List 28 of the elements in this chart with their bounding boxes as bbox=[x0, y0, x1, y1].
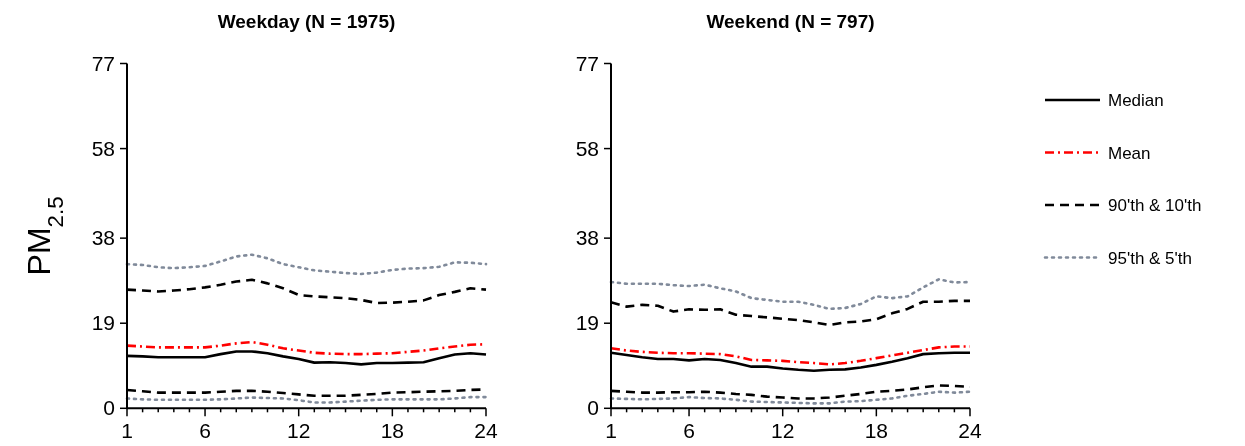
x-tick-label: 24 bbox=[958, 419, 982, 443]
y-tick-label: 58 bbox=[91, 136, 115, 160]
y-tick-label: 77 bbox=[575, 51, 599, 75]
x-tick-label: 1 bbox=[121, 419, 133, 443]
x-tick-label: 12 bbox=[287, 419, 311, 443]
x-tick-label: 6 bbox=[683, 419, 695, 443]
legend-label: 95'th & 5'th bbox=[1108, 248, 1192, 268]
x-tick-label: 6 bbox=[199, 419, 211, 443]
legend-label: 90'th & 10'th bbox=[1108, 196, 1202, 215]
y-tick-label: 38 bbox=[91, 226, 115, 250]
y-tick-label: 0 bbox=[587, 396, 599, 420]
x-tick-label: 24 bbox=[474, 419, 498, 443]
y-tick-label: 0 bbox=[103, 396, 115, 420]
x-tick-label: 18 bbox=[864, 419, 889, 443]
legend-label: Median bbox=[1108, 91, 1164, 110]
x-tick-label: 12 bbox=[771, 419, 795, 443]
legend-label: Mean bbox=[1108, 143, 1151, 163]
chart-title: Weekend (N = 797) bbox=[706, 11, 875, 32]
y-tick-label: 77 bbox=[91, 51, 115, 75]
y-tick-label: 38 bbox=[575, 226, 599, 250]
y-tick-label: 58 bbox=[575, 136, 599, 160]
x-tick-label: 1 bbox=[605, 419, 617, 443]
y-tick-label: 19 bbox=[91, 311, 115, 335]
line-series bbox=[609, 390, 972, 405]
y-tick-label: 19 bbox=[575, 311, 599, 335]
line-series bbox=[125, 253, 488, 276]
chart-title: Weekday (N = 1975) bbox=[217, 11, 396, 32]
x-tick-label: 18 bbox=[380, 419, 405, 443]
